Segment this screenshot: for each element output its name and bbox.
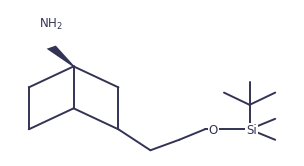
Polygon shape <box>47 46 74 67</box>
Text: NH$_2$: NH$_2$ <box>39 17 63 32</box>
Text: O: O <box>209 124 218 137</box>
Text: Si: Si <box>246 124 257 137</box>
